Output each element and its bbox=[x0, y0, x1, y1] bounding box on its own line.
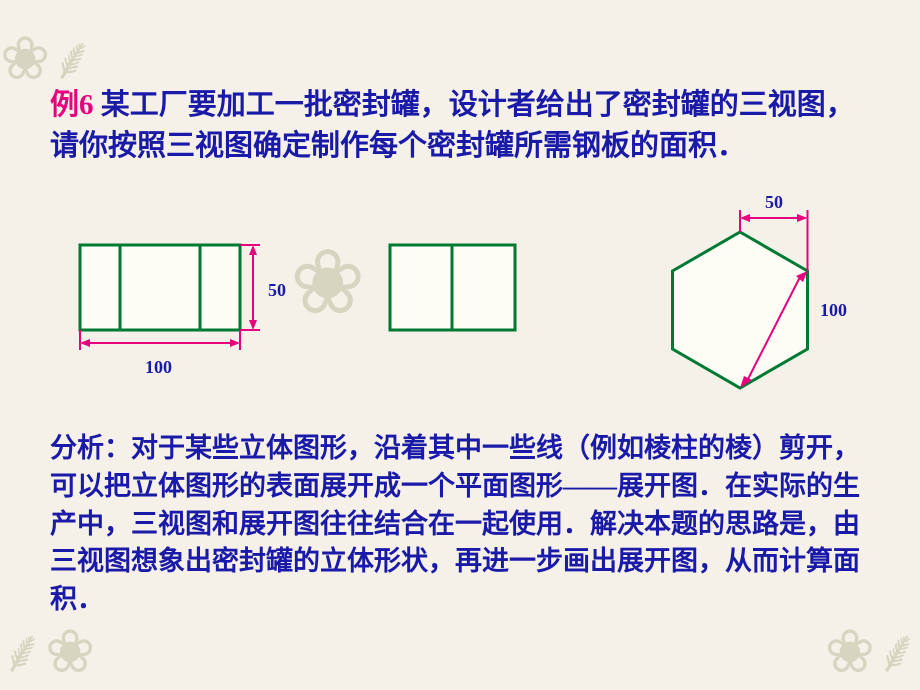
front-view-diagram: 100 50 bbox=[70, 235, 290, 400]
title-text: 某工厂要加工一批密封罐，设计者给出了密封罐的三视图，请你按照三视图确定制作每个密… bbox=[50, 89, 855, 162]
dim-label-diagonal: 100 bbox=[820, 300, 847, 321]
floral-decoration: ⸙❀ bbox=[0, 608, 95, 690]
dim-label-height: 50 bbox=[268, 280, 286, 301]
problem-title: 例6 某工厂要加工一批密封罐，设计者给出了密封罐的三视图，请你按照三视图确定制作… bbox=[50, 85, 870, 166]
diagrams-row: 100 50 50 100 bbox=[50, 220, 890, 410]
dim-label-edge: 50 bbox=[765, 192, 783, 213]
dim-label-width: 100 bbox=[145, 357, 172, 378]
top-view-diagram: 50 100 bbox=[630, 200, 890, 415]
side-view-diagram bbox=[380, 235, 530, 350]
floral-decoration: ❀⸙ bbox=[825, 608, 920, 690]
analysis-text: 分析：对于某些立体图形，沿着其中一些线（例如棱柱的棱）剪开，可以把立体图形的表面… bbox=[50, 430, 880, 619]
example-label: 例6 bbox=[50, 89, 94, 121]
